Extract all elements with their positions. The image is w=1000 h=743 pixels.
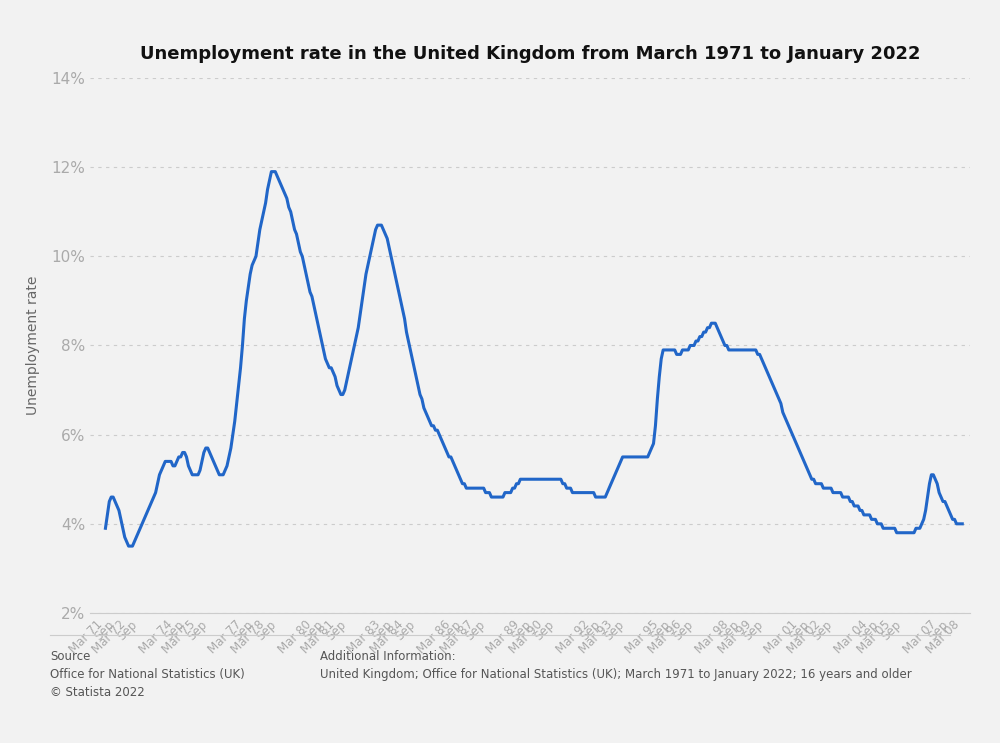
Text: Source
Office for National Statistics (UK)
© Statista 2022: Source Office for National Statistics (U… [50,650,245,699]
Y-axis label: Unemployment rate: Unemployment rate [26,276,40,415]
Title: Unemployment rate in the United Kingdom from March 1971 to January 2022: Unemployment rate in the United Kingdom … [140,45,920,62]
Text: Additional Information:
United Kingdom; Office for National Statistics (UK); Mar: Additional Information: United Kingdom; … [320,650,912,681]
